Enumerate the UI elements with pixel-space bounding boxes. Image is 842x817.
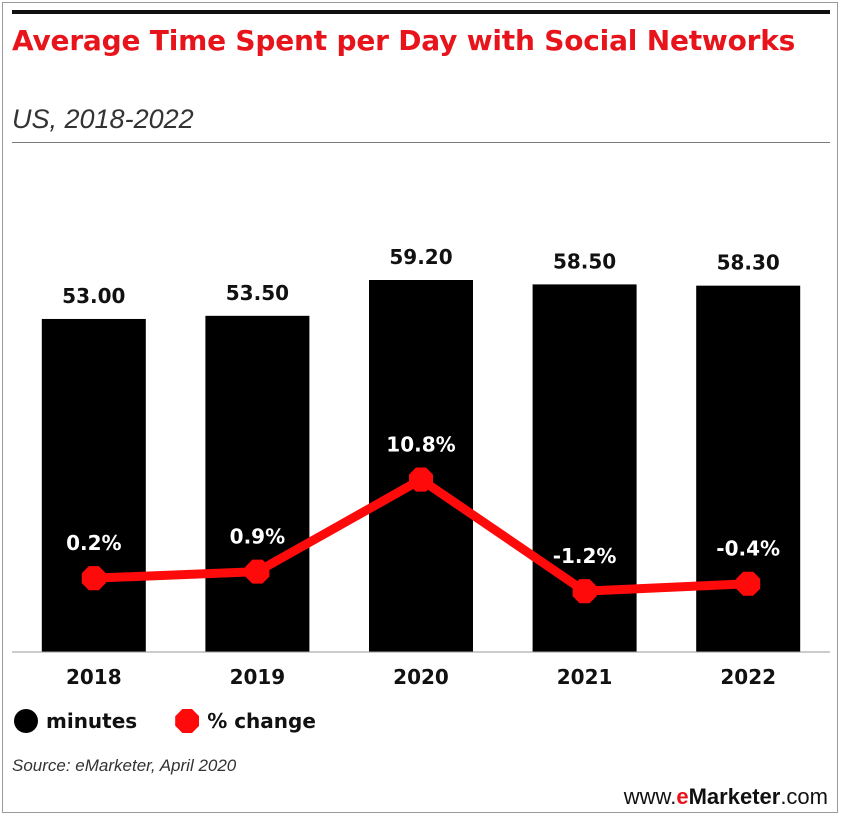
x-tick-label: 2020 <box>393 665 449 689</box>
pct-change-label: 10.8% <box>386 433 455 457</box>
pct-change-marker <box>572 579 597 604</box>
pct-change-marker <box>736 571 761 596</box>
legend-label-minutes: minutes <box>46 709 138 733</box>
pct-change-label: 0.2% <box>66 531 121 555</box>
brand-e: e <box>676 784 689 809</box>
pct-change-marker <box>245 559 270 584</box>
bar-2019 <box>205 315 310 652</box>
bar-2018 <box>41 318 146 652</box>
pct-change-marker <box>409 467 433 492</box>
pct-change-marker <box>81 566 106 591</box>
pct-change-label: 0.9% <box>230 525 285 549</box>
legend: minutes % change <box>14 706 354 736</box>
legend-label-pct-change: % change <box>207 709 316 733</box>
x-tick-label: 2021 <box>557 665 613 689</box>
bar-2020 <box>369 280 473 652</box>
bar-value-label: 59.20 <box>389 245 452 269</box>
brand-suffix: .com <box>780 784 828 809</box>
legend-swatch-pct-change <box>175 709 200 733</box>
source-note: Source: eMarketer, April 2020 <box>12 756 237 775</box>
brand-logo: www.eMarketer.com <box>624 784 828 810</box>
chart-subtitle: US, 2018-2022 <box>12 104 194 134</box>
x-tick-label: 2022 <box>720 665 776 689</box>
brand-name: Marketer <box>688 784 781 809</box>
top-rule <box>12 10 830 14</box>
legend-item-pct-change: % change <box>175 709 316 733</box>
x-tick-label: 2018 <box>66 665 122 689</box>
pct-change-label: -1.2% <box>553 544 617 568</box>
bar-value-label: 58.50 <box>553 249 616 273</box>
chart-title: Average Time Spent per Day with Social N… <box>12 24 796 57</box>
bar-2022 <box>696 285 801 652</box>
legend-item-minutes: minutes <box>14 709 137 733</box>
brand-prefix: www. <box>623 784 677 809</box>
pct-change-label: -0.4% <box>716 537 780 561</box>
bar-value-label: 53.50 <box>226 281 289 305</box>
combo-chart: 53.00 53.50 59.20 58.50 58.30 2018 2019 2020 202… <box>12 245 830 689</box>
x-tick-label: 2019 <box>230 665 286 689</box>
subtitle-divider <box>12 142 830 143</box>
bar-value-label: 53.00 <box>62 284 125 308</box>
legend-swatch-minutes <box>14 709 38 733</box>
bar-value-label: 58.30 <box>717 251 780 275</box>
